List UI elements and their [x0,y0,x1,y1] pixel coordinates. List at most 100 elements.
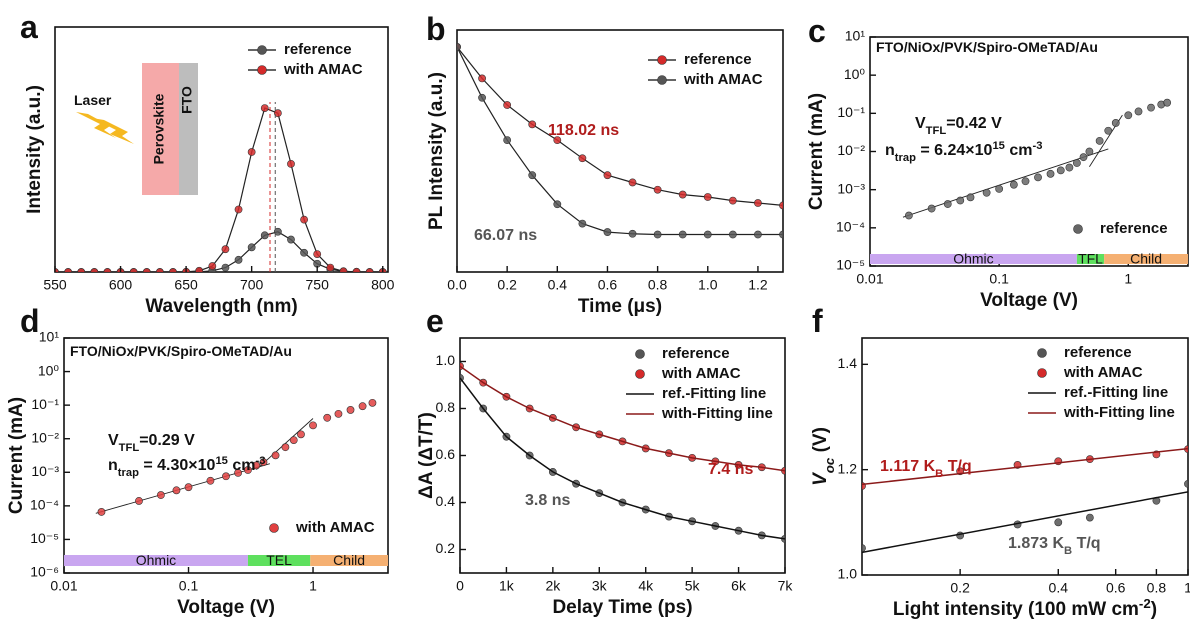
y-tick-label: 10⁻⁵ [30,530,59,546]
data-point [64,268,73,272]
device-label: FTO/NiOx/PVK/Spiro-OMeTAD/Au [876,39,1098,55]
x-tick-label: 700 [240,277,264,293]
plot-frame [54,26,389,273]
y-tick-label: 10⁻² [31,429,59,445]
x-tick-label: 750 [306,277,330,293]
data-point [234,205,243,214]
data-point [1085,147,1094,156]
data-point [208,262,217,270]
legend-label: reference [1064,344,1132,361]
plot-frame [63,337,389,574]
data-point [90,268,99,272]
legend-label: with AMAC [283,61,363,78]
text-part: V [915,115,926,132]
x-tick-label: 1.2 [748,277,768,293]
x-tick-label: 0.01 [50,578,77,594]
region-label: Ohmic [953,251,993,267]
legend-marker [1037,368,1047,378]
plot-frame [861,337,1189,576]
data-point [313,250,322,258]
x-axis-label: Voltage (V) [177,597,275,618]
data-point [358,402,367,411]
data-point [1147,103,1155,112]
data-point [1124,111,1133,120]
data-point [221,263,230,272]
text-part: = 6.24×10 [916,142,993,159]
series-line [55,107,383,272]
text-part: cm [1005,142,1033,159]
annotation: 1.117 KB T/q [880,458,972,480]
series-line [460,377,785,540]
x-tick-label: 0.4 [548,277,568,293]
data-point [478,74,486,83]
data-point [653,230,662,239]
text-part: =0.29 V [139,432,195,449]
data-point [779,230,783,239]
x-tick-label: 0.8 [1147,580,1167,596]
data-point [1184,479,1188,488]
data-point [966,193,975,202]
data-point [244,466,252,474]
series-line [862,491,1188,554]
y-tick-label: 10⁻¹ [837,104,865,120]
x-tick-label: 1 [1124,271,1132,287]
plot-area [95,398,377,516]
text-part: TFL [119,442,140,454]
data-point [1104,126,1113,135]
legend-marker [269,523,279,533]
x-tick-label: 0.8 [648,277,668,293]
data-point [259,458,268,467]
data-point [129,268,138,272]
data-point [578,219,587,228]
legend-marker [635,369,645,379]
legend-label: ref.-Fitting line [1064,384,1168,401]
data-point [982,188,991,197]
legend-marker [257,45,267,55]
plot-frame [456,29,784,273]
y-tick-label: 10⁻³ [31,463,59,479]
text-part: 1.873 K [1008,535,1064,552]
legend-marker [1073,224,1083,234]
data-point [172,486,181,495]
annotation: 118.02 ns [548,122,619,139]
x-tick-label: 0.4 [1049,580,1069,596]
inset-fto [179,63,198,195]
text-part: Light intensity (100 mW cm [893,599,1139,620]
device-label: FTO/NiOx/PVK/Spiro-OMeTAD/Au [70,343,292,359]
data-point [728,230,737,239]
legend-marker [257,65,267,75]
data-point [779,201,783,210]
data-point [628,229,637,238]
region-label: Ohmic [136,552,176,568]
y-tick-label: 0.6 [436,446,456,462]
text-part: oc [822,457,837,473]
inset-label: Perovskite [151,93,167,164]
x-tick-label: 4k [638,578,654,594]
data-point [234,468,242,477]
legend-label: ref.-Fitting line [662,385,766,402]
data-point [352,267,361,272]
data-point [365,268,374,272]
data-point [1095,136,1104,145]
data-point [339,267,348,272]
y-tick-label: 10¹ [39,329,60,345]
annotation: ntrap = 4.30×1015 cm-3 [108,455,265,479]
data-point [1079,153,1088,162]
data-point [703,230,712,239]
data-point [478,93,486,102]
y-tick-label: 10⁰ [38,362,60,378]
annotation: 3.8 ns [525,492,570,509]
data-point [503,101,512,109]
text-part: n [885,142,895,159]
data-point [1046,169,1055,178]
y-tick-label: 10⁻⁴ [836,219,865,235]
data-point [184,483,193,492]
series-line [862,447,1188,486]
data-point [234,255,243,264]
data-point [77,268,86,272]
x-tick-label: 0.1 [989,271,1009,287]
data-point [247,148,256,156]
region-label: TFL [1078,251,1103,267]
annotation: 1.873 KB T/q [1008,535,1101,557]
region [1076,254,1105,264]
